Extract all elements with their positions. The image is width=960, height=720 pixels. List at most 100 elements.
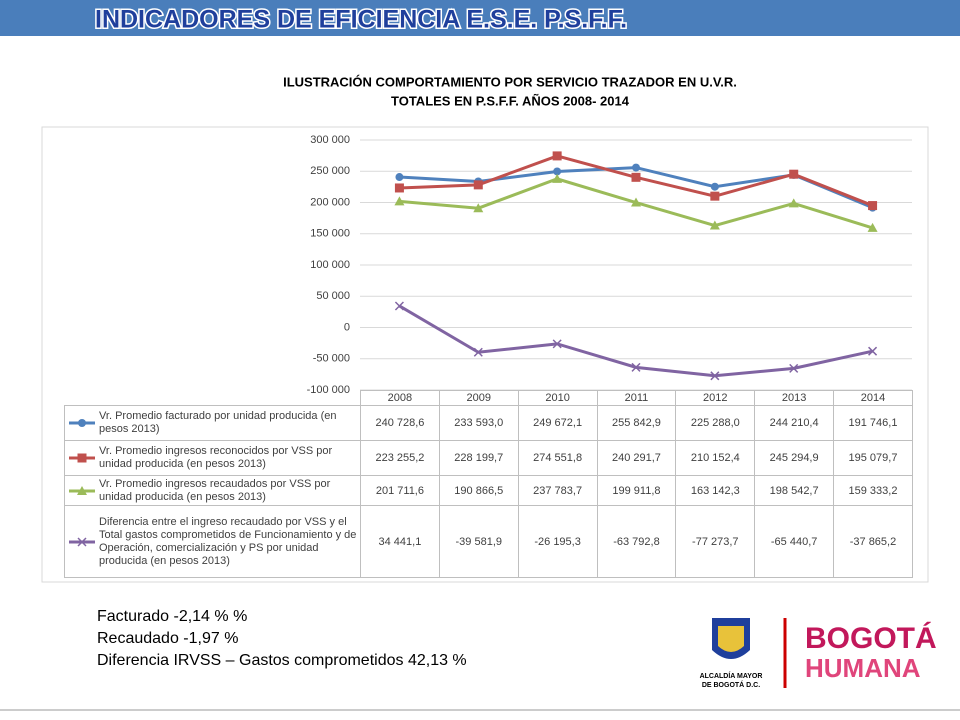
- marker: [710, 191, 720, 201]
- x-tick-label: 2008: [360, 390, 440, 406]
- value-label: -37 865,2: [833, 505, 913, 578]
- x-tick-label: 2011: [596, 390, 677, 406]
- marker: [394, 301, 404, 311]
- value-label: 244 210,4: [754, 405, 835, 441]
- value-label: 195 079,7: [833, 440, 913, 476]
- note: Recaudado -1,97 %: [97, 630, 239, 647]
- notes: Facturado -2,14 % % Recaudado -1,97 % Dife…: [97, 606, 467, 672]
- value-label: 191 746,1: [833, 405, 913, 441]
- value-label: -39 581,9: [438, 505, 519, 578]
- value-label: -63 792,8: [596, 505, 677, 578]
- legend-swatch: [69, 453, 95, 463]
- y-tick-label: 150 000: [310, 228, 350, 240]
- legend-cell: Vr. Promedio ingresos reconocidos por VS…: [64, 440, 361, 476]
- legend-label: Vr. Promedio ingresos reconocidos por VS…: [99, 445, 333, 470]
- legend-swatch: [69, 419, 95, 427]
- x-tick-label: 2009: [438, 390, 519, 406]
- marker: [631, 172, 641, 182]
- y-tick-label: -100 000: [307, 384, 350, 396]
- title-bar: [0, 0, 960, 36]
- value-label: 240 728,6: [360, 405, 440, 441]
- data-table: 2008 2009 2010 2011 2012 2013 2014 Vr. Promedio…: [64, 390, 913, 578]
- chart-title: ILUSTRACIÓN COMPORTAMIENTO POR SERVICIO …: [283, 74, 737, 89]
- value-label: 201 711,6: [360, 475, 440, 506]
- marker: [552, 173, 563, 183]
- legend-cell: Vr. Promedio facturado por unidad produc…: [64, 405, 361, 441]
- x-tick-label: 2014: [833, 390, 913, 406]
- value-label: -65 440,7: [754, 505, 835, 578]
- series: [394, 151, 878, 211]
- marker: [710, 182, 719, 191]
- value-label: 159 333,2: [833, 475, 913, 506]
- value-label: 199 911,8: [596, 475, 677, 506]
- marker: [552, 339, 562, 349]
- legend-cell: Vr. Promedio ingresos recaudados por VSS…: [64, 475, 361, 506]
- logo-left: ALCALDÍA MAYOR DE BOGOTÁ D.C.: [700, 618, 763, 689]
- slide-title: INDICADORES DE EFICIENCIA E.S.E. P.S.F.F…: [95, 6, 627, 34]
- value-label: 228 199,7: [438, 440, 519, 476]
- x-tick-label: 2012: [675, 390, 756, 406]
- marker: [552, 151, 562, 161]
- marker: [868, 201, 878, 211]
- y-tick-label: 300 000: [310, 134, 350, 146]
- legend-marker: [77, 453, 87, 463]
- y-tick-label: 250 000: [310, 165, 350, 177]
- marker: [394, 196, 405, 206]
- value-label: 210 152,4: [675, 440, 756, 476]
- y-tick-label: 50 000: [316, 290, 350, 302]
- legend-label: Diferencia entre el ingreso recaudado po…: [99, 515, 357, 567]
- value-label: 190 866,5: [438, 475, 519, 506]
- marker: [631, 362, 641, 372]
- corner-cell: [65, 391, 361, 406]
- shield-inner: [718, 626, 744, 652]
- table-row: Vr. Promedio facturado por unidad produc…: [64, 405, 913, 441]
- legend-cell: Diferencia entre el ingreso recaudado po…: [64, 505, 361, 578]
- marker: [788, 198, 799, 208]
- table-row: Vr. Promedio ingresos reconocidos por VS…: [64, 440, 913, 476]
- marker: [789, 363, 799, 373]
- series-line: [398, 304, 873, 378]
- value-label: 163 142,3: [675, 475, 756, 506]
- value-label: 249 672,1: [517, 405, 598, 441]
- marker: [473, 347, 483, 357]
- marker: [631, 197, 641, 207]
- legend-swatch: [69, 485, 95, 495]
- logo-text: DE BOGOTÁ D.C.: [702, 680, 760, 689]
- marker: [394, 183, 404, 193]
- table-row: Vr. Promedio ingresos recaudados por VSS…: [64, 475, 913, 506]
- legend-label: Vr. Promedio ingresos recaudados por VSS…: [99, 477, 331, 503]
- marker: [868, 346, 878, 356]
- chart-title: TOTALES EN P.S.F.F. AÑOS 2008- 2014: [391, 93, 630, 108]
- logo-text: ALCALDÍA MAYOR: [700, 671, 763, 680]
- marker: [632, 163, 640, 172]
- value-label: 225 288,0: [675, 405, 756, 441]
- value-label: -26 195,3: [517, 505, 598, 578]
- value-label: 240 291,7: [596, 440, 677, 476]
- value-label: 223 255,2: [360, 440, 440, 476]
- header-row: 2008 2009 2010 2011 2012 2013 2014: [65, 390, 913, 406]
- series: [394, 173, 878, 232]
- marker: [395, 173, 404, 182]
- value-label: 245 294,9: [754, 440, 835, 476]
- marker: [473, 180, 483, 190]
- table-row: Diferencia entre el ingreso recaudado po…: [64, 505, 913, 578]
- x-tick-label: 2013: [754, 390, 835, 406]
- note: Diferencia IRVSS – Gastos comprometidos …: [97, 652, 467, 669]
- legend-marker: [77, 536, 87, 547]
- value-label: 34 441,1: [360, 505, 440, 578]
- y-tick-label: -50 000: [313, 353, 350, 365]
- value-label: 237 783,7: [517, 475, 598, 506]
- value-label: 198 542,7: [754, 475, 835, 506]
- marker: [709, 220, 720, 230]
- marker: [867, 222, 878, 232]
- logo-text: HUMANA: [805, 653, 921, 683]
- chart-frame: [41, 126, 929, 583]
- x-tick-label: 2010: [517, 390, 598, 406]
- legend-swatch: [69, 536, 95, 547]
- y-tick-label: 100 000: [310, 259, 350, 271]
- value-label: -77 273,7: [675, 505, 756, 578]
- marker: [789, 169, 799, 179]
- legend-marker: [77, 485, 87, 495]
